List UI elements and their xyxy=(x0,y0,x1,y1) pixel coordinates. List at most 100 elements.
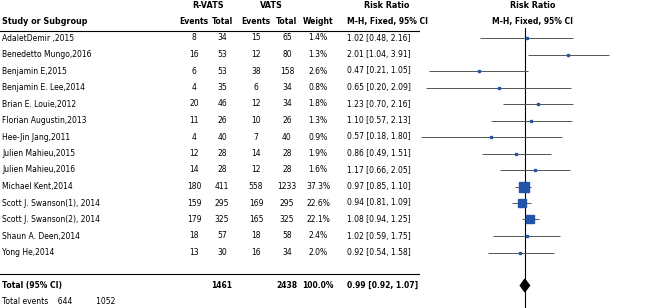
Text: 1233: 1233 xyxy=(278,182,296,191)
Text: 2.4%: 2.4% xyxy=(309,232,328,241)
Text: 1.02 [0.48, 2.16]: 1.02 [0.48, 2.16] xyxy=(347,34,411,43)
Text: 159: 159 xyxy=(187,198,202,208)
Text: 1.17 [0.66, 2.05]: 1.17 [0.66, 2.05] xyxy=(347,165,411,175)
Text: Julien Mahieu,2015: Julien Mahieu,2015 xyxy=(2,149,75,158)
Text: 2438: 2438 xyxy=(276,281,298,290)
Text: 14: 14 xyxy=(251,149,261,158)
Text: 13: 13 xyxy=(189,248,199,257)
Text: 2.01 [1.04, 3.91]: 2.01 [1.04, 3.91] xyxy=(347,50,411,59)
Text: 18: 18 xyxy=(252,232,261,241)
Text: M-H, Fixed, 95% CI: M-H, Fixed, 95% CI xyxy=(492,17,573,26)
Text: VATS: VATS xyxy=(260,1,283,10)
Text: Study or Subgroup: Study or Subgroup xyxy=(2,17,88,26)
Text: 34: 34 xyxy=(282,83,292,92)
Text: 7: 7 xyxy=(254,132,259,141)
Text: 8: 8 xyxy=(192,34,196,43)
Text: Scott J. Swanson(2), 2014: Scott J. Swanson(2), 2014 xyxy=(2,215,100,224)
Text: 4: 4 xyxy=(192,132,196,141)
Text: 18: 18 xyxy=(189,232,199,241)
Text: 0.8%: 0.8% xyxy=(309,83,328,92)
Text: 28: 28 xyxy=(217,165,227,175)
Text: 0.65 [0.20, 2.09]: 0.65 [0.20, 2.09] xyxy=(347,83,411,92)
Text: 22.6%: 22.6% xyxy=(306,198,330,208)
Text: 1.8%: 1.8% xyxy=(309,99,328,108)
Text: 165: 165 xyxy=(249,215,263,224)
Text: 6: 6 xyxy=(254,83,259,92)
Text: 15: 15 xyxy=(251,34,261,43)
Text: Florian Augustin,2013: Florian Augustin,2013 xyxy=(2,116,86,125)
Text: Shaun A. Deen,2014: Shaun A. Deen,2014 xyxy=(2,232,80,241)
Text: 1.23 [0.70, 2.16]: 1.23 [0.70, 2.16] xyxy=(347,99,411,108)
Text: Risk Ratio: Risk Ratio xyxy=(364,1,410,10)
Text: Benjamin E,2015: Benjamin E,2015 xyxy=(2,67,67,75)
Text: 1.3%: 1.3% xyxy=(309,116,328,125)
Text: 0.97 [0.85, 1.10]: 0.97 [0.85, 1.10] xyxy=(347,182,411,191)
Text: Hee-Jin Jang,2011: Hee-Jin Jang,2011 xyxy=(2,132,70,141)
Text: 325: 325 xyxy=(280,215,294,224)
Text: 558: 558 xyxy=(249,182,263,191)
Text: 40: 40 xyxy=(217,132,227,141)
Text: 1.9%: 1.9% xyxy=(309,149,328,158)
Text: 80: 80 xyxy=(282,50,292,59)
Polygon shape xyxy=(520,279,530,292)
Text: 10: 10 xyxy=(251,116,261,125)
Text: 158: 158 xyxy=(280,67,294,75)
Text: 325: 325 xyxy=(214,215,229,224)
Text: 411: 411 xyxy=(214,182,229,191)
Text: 26: 26 xyxy=(217,116,227,125)
Text: 46: 46 xyxy=(217,99,227,108)
Text: 0.47 [0.21, 1.05]: 0.47 [0.21, 1.05] xyxy=(347,67,411,75)
Text: Total: Total xyxy=(276,17,298,26)
Text: Total (95% CI): Total (95% CI) xyxy=(2,281,62,290)
Text: 6: 6 xyxy=(192,67,196,75)
Text: 1.08 [0.94, 1.25]: 1.08 [0.94, 1.25] xyxy=(347,215,411,224)
Text: 34: 34 xyxy=(282,99,292,108)
Text: R-VATS: R-VATS xyxy=(192,1,224,10)
Text: 22.1%: 22.1% xyxy=(306,215,330,224)
Text: 28: 28 xyxy=(282,165,292,175)
Text: 12: 12 xyxy=(252,50,261,59)
Text: 0.9%: 0.9% xyxy=(308,132,328,141)
Text: 28: 28 xyxy=(217,149,227,158)
Text: AdaletDemir ,2015: AdaletDemir ,2015 xyxy=(2,34,74,43)
Text: 65: 65 xyxy=(282,34,292,43)
Text: 295: 295 xyxy=(214,198,229,208)
Text: 20: 20 xyxy=(189,99,199,108)
Text: 30: 30 xyxy=(217,248,227,257)
Text: Scott J. Swanson(1), 2014: Scott J. Swanson(1), 2014 xyxy=(2,198,100,208)
Text: 0.57 [0.18, 1.80]: 0.57 [0.18, 1.80] xyxy=(347,132,411,141)
Text: 2.0%: 2.0% xyxy=(309,248,328,257)
Text: Benedetto Mungo,2016: Benedetto Mungo,2016 xyxy=(2,50,92,59)
Text: 1.4%: 1.4% xyxy=(309,34,328,43)
Text: 58: 58 xyxy=(282,232,292,241)
Text: 1.10 [0.57, 2.13]: 1.10 [0.57, 2.13] xyxy=(347,116,411,125)
Text: 0.94 [0.81, 1.09]: 0.94 [0.81, 1.09] xyxy=(347,198,411,208)
Text: Total: Total xyxy=(211,17,233,26)
Text: 34: 34 xyxy=(282,248,292,257)
Text: 1.02 [0.59, 1.75]: 1.02 [0.59, 1.75] xyxy=(347,232,411,241)
Text: 0.99 [0.92, 1.07]: 0.99 [0.92, 1.07] xyxy=(347,281,418,290)
Text: 12: 12 xyxy=(189,149,199,158)
Text: 1.6%: 1.6% xyxy=(309,165,328,175)
Text: 0.86 [0.49, 1.51]: 0.86 [0.49, 1.51] xyxy=(347,149,411,158)
Text: 179: 179 xyxy=(187,215,202,224)
Text: Michael Kent,2014: Michael Kent,2014 xyxy=(2,182,73,191)
Text: 180: 180 xyxy=(187,182,202,191)
Text: 4: 4 xyxy=(192,83,196,92)
Text: Julien Mahieu,2016: Julien Mahieu,2016 xyxy=(2,165,75,175)
Text: 12: 12 xyxy=(252,99,261,108)
Text: 57: 57 xyxy=(217,232,227,241)
Text: 40: 40 xyxy=(282,132,292,141)
Text: Yong He,2014: Yong He,2014 xyxy=(2,248,55,257)
Text: Risk Ratio: Risk Ratio xyxy=(510,1,555,10)
Text: 1.3%: 1.3% xyxy=(309,50,328,59)
Text: Weight: Weight xyxy=(303,17,333,26)
Text: Brian E. Louie,2012: Brian E. Louie,2012 xyxy=(2,99,76,108)
Text: 14: 14 xyxy=(189,165,199,175)
Text: 53: 53 xyxy=(217,67,227,75)
Text: 12: 12 xyxy=(252,165,261,175)
Text: 2.6%: 2.6% xyxy=(309,67,328,75)
Text: 16: 16 xyxy=(251,248,261,257)
Text: 35: 35 xyxy=(217,83,227,92)
Text: 28: 28 xyxy=(282,149,292,158)
